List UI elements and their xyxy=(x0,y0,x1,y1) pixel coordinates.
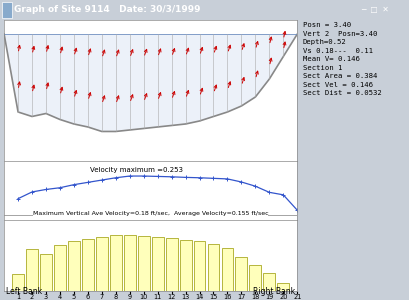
Bar xyxy=(137,236,149,291)
Bar xyxy=(68,242,80,291)
Bar xyxy=(110,235,121,291)
Text: Velocity maximum =0.253: Velocity maximum =0.253 xyxy=(90,167,183,173)
Bar xyxy=(179,240,191,291)
Bar xyxy=(124,235,135,291)
Bar xyxy=(276,283,288,291)
Bar xyxy=(249,265,261,291)
Text: Maximum Vertical Ave Velocity=0.18 ft/sec,  Average Velocity=0.155 ft/sec: Maximum Vertical Ave Velocity=0.18 ft/se… xyxy=(33,211,268,216)
Text: ─  □  ✕: ─ □ ✕ xyxy=(360,5,388,14)
Text: Posn = 3.40
Vert 2  Posn=3.40
Depth=0.52
Vs 0.18---  0.11
Mean V= 0.146
Section : Posn = 3.40 Vert 2 Posn=3.40 Depth=0.52 … xyxy=(302,22,381,96)
Bar xyxy=(82,239,94,291)
Bar xyxy=(2,2,12,17)
Bar xyxy=(235,257,247,291)
Bar xyxy=(12,274,24,291)
Bar xyxy=(263,273,274,291)
Text: Graph of Site 9114   Date: 30/3/1999: Graph of Site 9114 Date: 30/3/1999 xyxy=(14,5,200,14)
Bar xyxy=(193,242,205,291)
Text: Right Bank: Right Bank xyxy=(252,287,294,296)
Bar xyxy=(40,254,52,291)
Text: Left Bank: Left Bank xyxy=(6,287,42,296)
Bar xyxy=(54,245,66,291)
Bar xyxy=(221,248,233,291)
Bar xyxy=(165,238,177,291)
Bar xyxy=(96,237,108,291)
Bar xyxy=(26,249,38,291)
Bar xyxy=(207,244,219,291)
Bar xyxy=(151,237,163,291)
